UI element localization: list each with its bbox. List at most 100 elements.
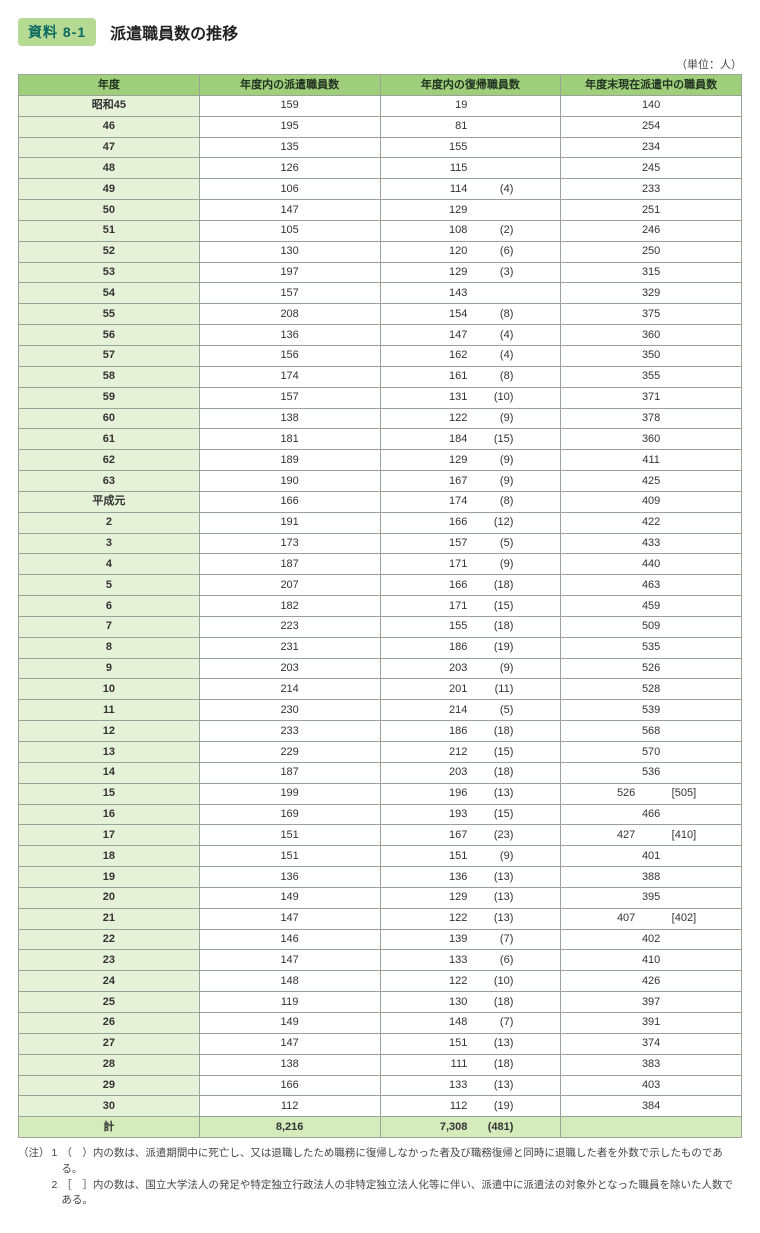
cell-dispatched: 149 xyxy=(199,1012,380,1033)
cell-year: 計 xyxy=(19,1117,200,1138)
cell-returned: 130(18) xyxy=(380,992,561,1013)
table-row: 11230214(5)539 xyxy=(19,700,742,721)
cell-endofyear: 466 xyxy=(561,804,742,825)
cell-returned: 7,308(481) xyxy=(380,1117,561,1138)
cell-returned: 111(18) xyxy=(380,1054,561,1075)
cell-endofyear: 426 xyxy=(561,971,742,992)
table-row: 49106114(4)233 xyxy=(19,179,742,200)
cell-returned: 115 xyxy=(380,158,561,179)
table-row: 平成元166174(8)409 xyxy=(19,491,742,512)
cell-dispatched: 191 xyxy=(199,512,380,533)
cell-returned: 120(6) xyxy=(380,241,561,262)
cell-year: 3 xyxy=(19,533,200,554)
cell-endofyear: 375 xyxy=(561,304,742,325)
table-row: 29166133(13)403 xyxy=(19,1075,742,1096)
title-row: 資料 8-1 派遣職員数の推移 xyxy=(18,18,742,46)
cell-dispatched: 157 xyxy=(199,387,380,408)
cell-dispatched: 233 xyxy=(199,721,380,742)
cell-returned: 131(10) xyxy=(380,387,561,408)
cell-returned: 139(7) xyxy=(380,929,561,950)
cell-year: 57 xyxy=(19,345,200,366)
col-returned: 年度内の復帰職員数 xyxy=(380,75,561,96)
table-row: 15199196(13)526[505] xyxy=(19,783,742,804)
cell-endofyear: 463 xyxy=(561,575,742,596)
cell-dispatched: 105 xyxy=(199,220,380,241)
table-row: 23147133(6)410 xyxy=(19,950,742,971)
cell-year: 15 xyxy=(19,783,200,804)
cell-dispatched: 147 xyxy=(199,950,380,971)
cell-dispatched: 8,216 xyxy=(199,1117,380,1138)
table-row: 8231186(19)535 xyxy=(19,637,742,658)
table-row: 19136136(13)388 xyxy=(19,867,742,888)
cell-returned: 112(19) xyxy=(380,1096,561,1117)
table-row: 53197129(3)315 xyxy=(19,262,742,283)
cell-dispatched: 159 xyxy=(199,95,380,116)
cell-endofyear: 360 xyxy=(561,325,742,346)
cell-endofyear: 411 xyxy=(561,450,742,471)
table-row: 47135155234 xyxy=(19,137,742,158)
cell-dispatched: 214 xyxy=(199,679,380,700)
col-endofyear: 年度末現在派遣中の職員数 xyxy=(561,75,742,96)
cell-endofyear: 374 xyxy=(561,1033,742,1054)
cell-year: 29 xyxy=(19,1075,200,1096)
cell-endofyear: 329 xyxy=(561,283,742,304)
cell-endofyear: 425 xyxy=(561,471,742,492)
cell-returned: 133(13) xyxy=(380,1075,561,1096)
cell-endofyear: 315 xyxy=(561,262,742,283)
cell-returned: 203(9) xyxy=(380,658,561,679)
cell-dispatched: 199 xyxy=(199,783,380,804)
table-row: 28138111(18)383 xyxy=(19,1054,742,1075)
cell-dispatched: 230 xyxy=(199,700,380,721)
cell-dispatched: 174 xyxy=(199,366,380,387)
cell-endofyear: 459 xyxy=(561,596,742,617)
cell-returned: 171(9) xyxy=(380,554,561,575)
table-row: 51105108(2)246 xyxy=(19,220,742,241)
cell-dispatched: 207 xyxy=(199,575,380,596)
cell-dispatched: 112 xyxy=(199,1096,380,1117)
table-row: 22146139(7)402 xyxy=(19,929,742,950)
cell-returned: 147(4) xyxy=(380,325,561,346)
cell-dispatched: 138 xyxy=(199,1054,380,1075)
cell-dispatched: 166 xyxy=(199,1075,380,1096)
cell-endofyear xyxy=(561,1117,742,1138)
cell-year: 49 xyxy=(19,179,200,200)
cell-year: 47 xyxy=(19,137,200,158)
cell-dispatched: 130 xyxy=(199,241,380,262)
cell-dispatched: 147 xyxy=(199,200,380,221)
cell-dispatched: 166 xyxy=(199,491,380,512)
cell-returned: 161(8) xyxy=(380,366,561,387)
col-dispatched: 年度内の派遣職員数 xyxy=(199,75,380,96)
cell-year: 56 xyxy=(19,325,200,346)
cell-dispatched: 189 xyxy=(199,450,380,471)
table-row: 18151151(9)401 xyxy=(19,846,742,867)
cell-returned: 19 xyxy=(380,95,561,116)
cell-returned: 122(13) xyxy=(380,908,561,929)
cell-endofyear: 234 xyxy=(561,137,742,158)
table-row: 25119130(18)397 xyxy=(19,992,742,1013)
table-row: 57156162(4)350 xyxy=(19,345,742,366)
cell-dispatched: 151 xyxy=(199,846,380,867)
cell-dispatched: 147 xyxy=(199,1033,380,1054)
cell-dispatched: 126 xyxy=(199,158,380,179)
cell-dispatched: 136 xyxy=(199,325,380,346)
cell-endofyear: 140 xyxy=(561,95,742,116)
cell-year: 58 xyxy=(19,366,200,387)
cell-returned: 167(9) xyxy=(380,471,561,492)
cell-returned: 212(15) xyxy=(380,742,561,763)
cell-returned: 166(18) xyxy=(380,575,561,596)
cell-dispatched: 136 xyxy=(199,867,380,888)
cell-returned: 133(6) xyxy=(380,950,561,971)
cell-year: 12 xyxy=(19,721,200,742)
cell-year: 23 xyxy=(19,950,200,971)
cell-dispatched: 106 xyxy=(199,179,380,200)
table-row: 54157143329 xyxy=(19,283,742,304)
cell-year: 4 xyxy=(19,554,200,575)
table-row: 12233186(18)568 xyxy=(19,721,742,742)
cell-year: 62 xyxy=(19,450,200,471)
cell-dispatched: 138 xyxy=(199,408,380,429)
cell-returned: 166(12) xyxy=(380,512,561,533)
cell-endofyear: 410 xyxy=(561,950,742,971)
cell-dispatched: 151 xyxy=(199,825,380,846)
note-number: 2 xyxy=(50,1178,62,1210)
cell-returned: 186(18) xyxy=(380,721,561,742)
